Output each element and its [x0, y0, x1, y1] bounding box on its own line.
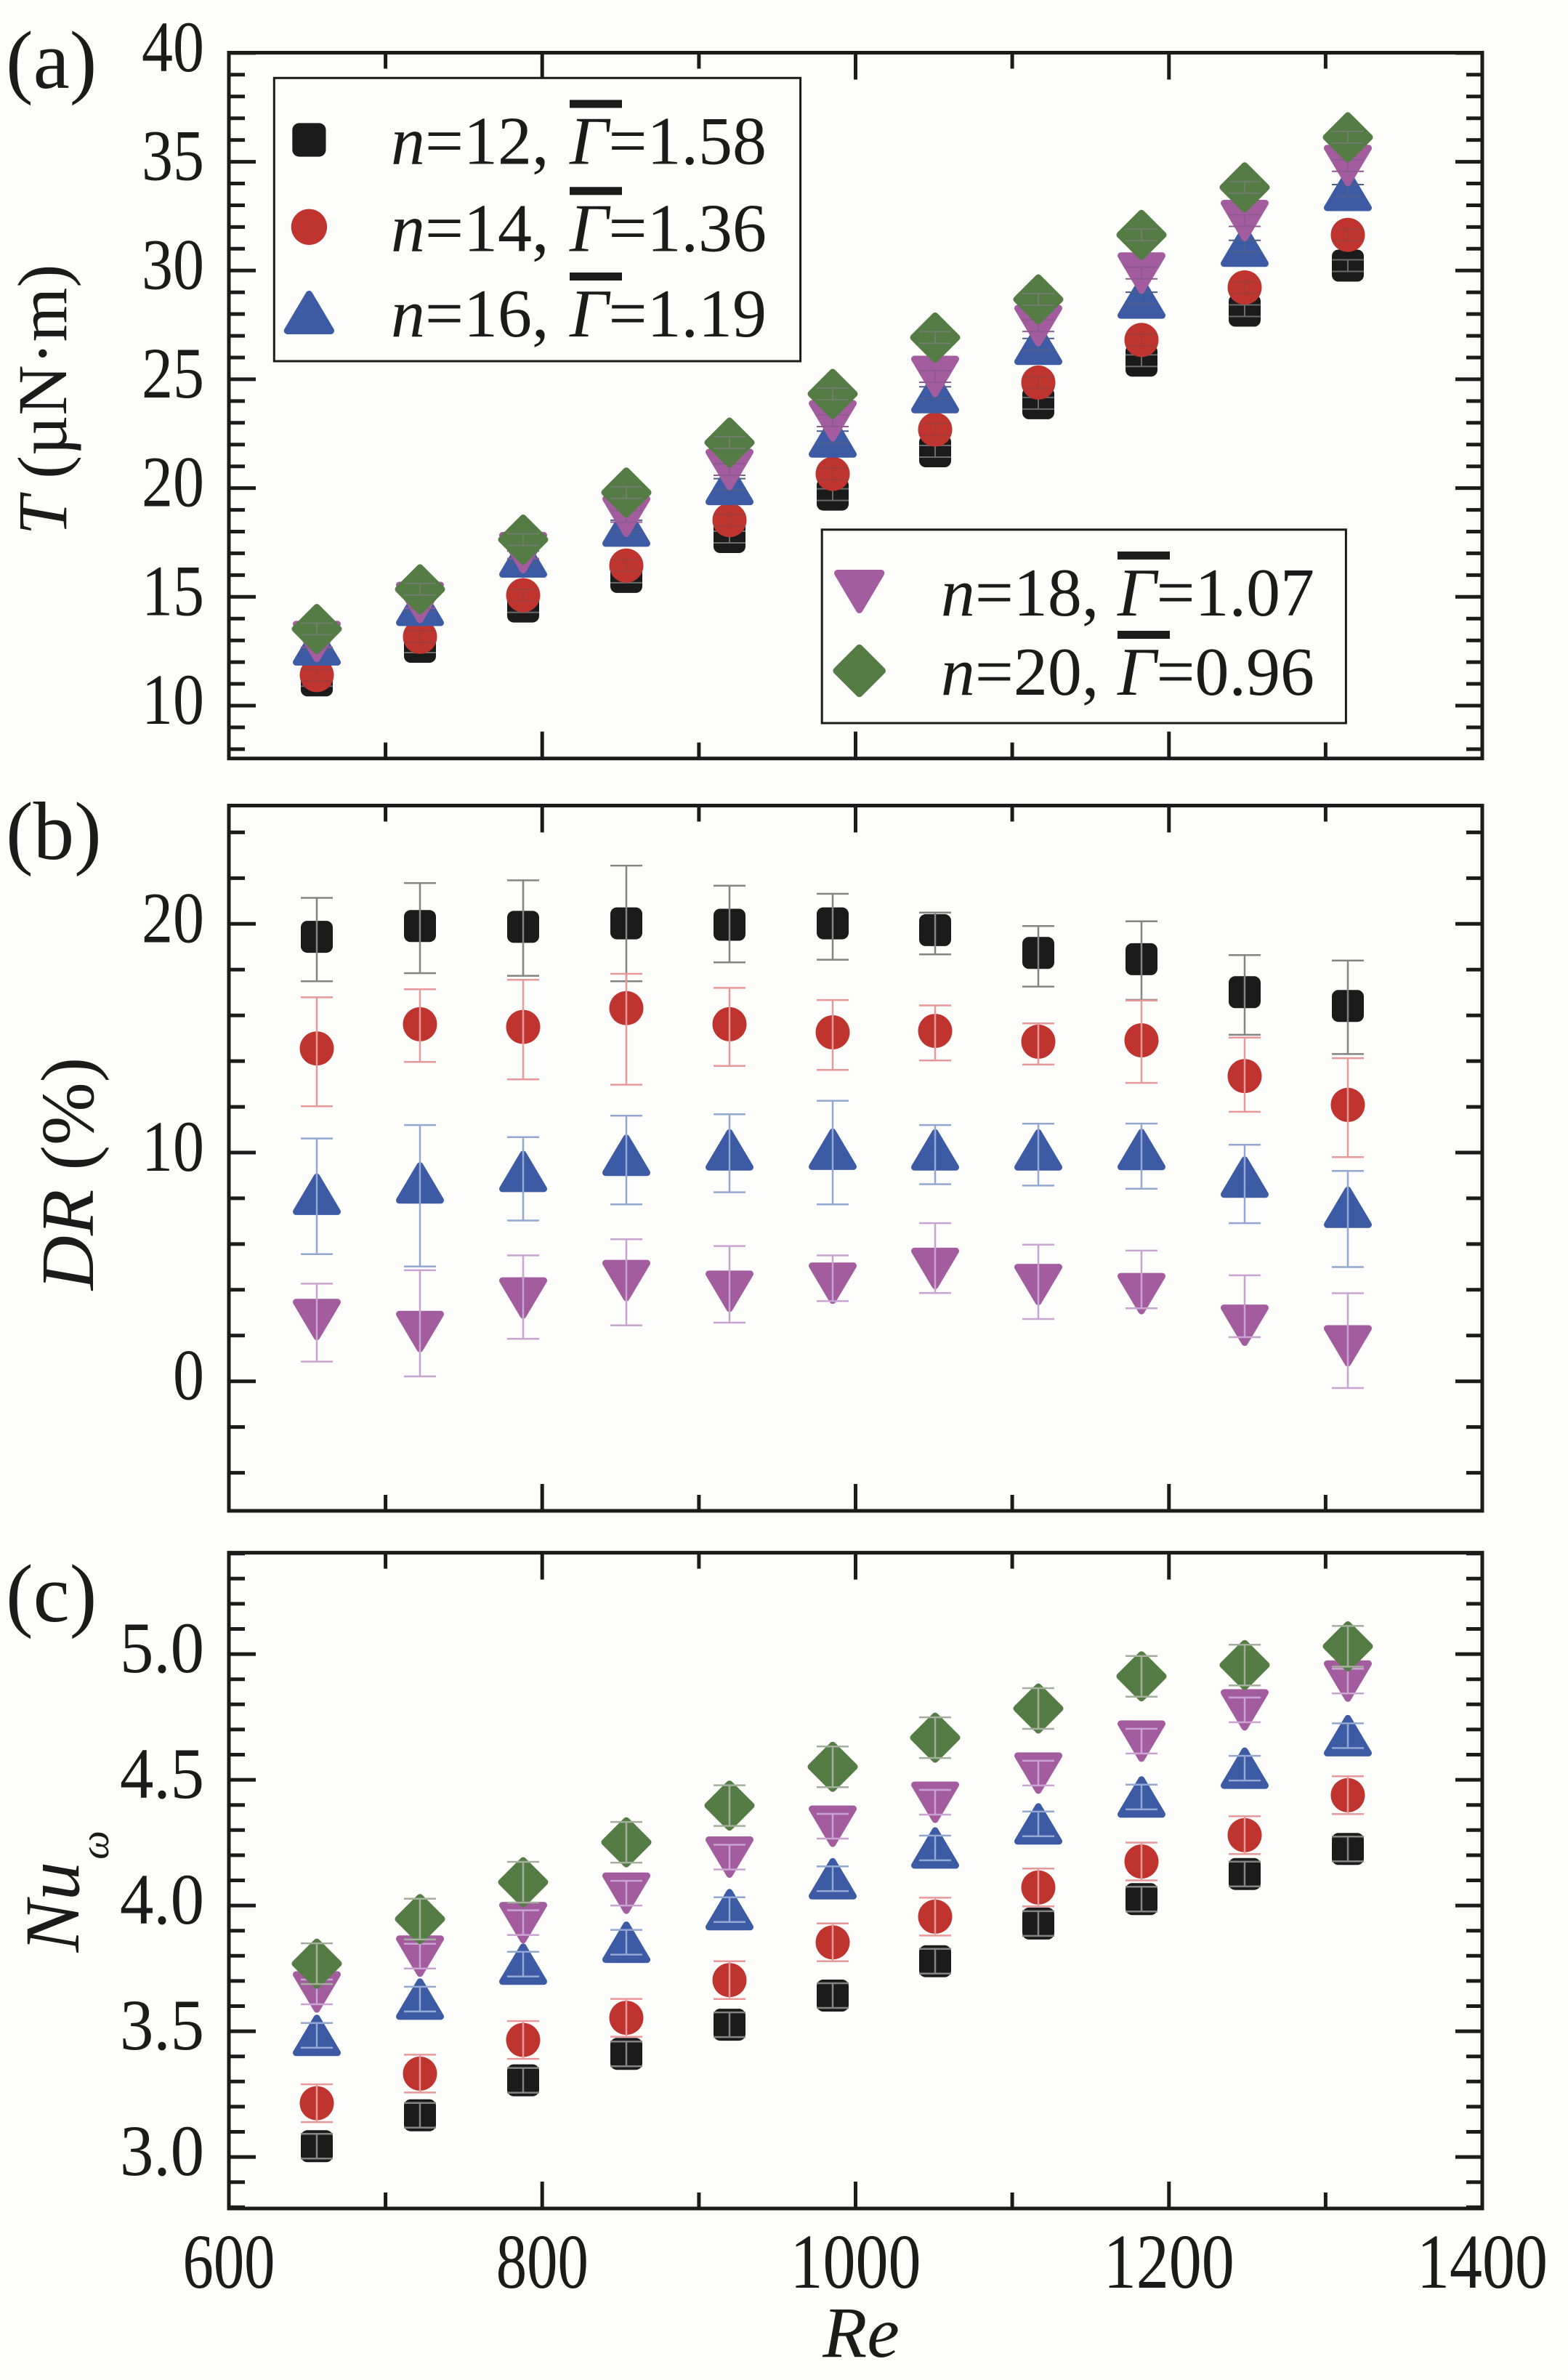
- svg-text:0: 0: [173, 1335, 204, 1416]
- svg-text:4.5: 4.5: [120, 1733, 204, 1814]
- svg-text:(a): (a): [6, 15, 97, 106]
- svg-text:Γ=1.58: Γ=1.58: [569, 104, 767, 179]
- svg-text:30: 30: [142, 224, 204, 304]
- svg-text:40: 40: [142, 7, 204, 87]
- svg-text:n=16,: n=16,: [391, 276, 549, 352]
- svg-text:10: 10: [142, 659, 204, 740]
- svg-text:3.5: 3.5: [120, 1985, 204, 2065]
- svg-text:n=20,: n=20,: [941, 634, 1099, 710]
- svg-text:1200: 1200: [1104, 2219, 1234, 2305]
- svg-text:Γ=1.07: Γ=1.07: [1117, 555, 1314, 631]
- svg-text:1400: 1400: [1417, 2219, 1548, 2305]
- svg-text:5.0: 5.0: [120, 1607, 204, 1688]
- svg-text:20: 20: [142, 877, 204, 958]
- svg-text:Re: Re: [822, 2292, 899, 2373]
- svg-text:Nu: Nu: [10, 1862, 96, 1953]
- svg-text:n=18,: n=18,: [941, 555, 1099, 631]
- svg-text:10: 10: [142, 1106, 204, 1187]
- svg-text:800: 800: [496, 2219, 589, 2305]
- svg-text:n=12,: n=12,: [391, 104, 549, 179]
- svg-text:Γ=0.96: Γ=0.96: [1117, 634, 1314, 710]
- svg-text:4.0: 4.0: [120, 1859, 204, 1940]
- svg-text:ω: ω: [73, 1831, 118, 1860]
- svg-text:25: 25: [142, 333, 204, 414]
- svg-text:(c): (c): [6, 1549, 97, 1639]
- svg-text:3.0: 3.0: [120, 2110, 204, 2191]
- svg-text:1000: 1000: [791, 2219, 921, 2305]
- svg-text:DR (%): DR (%): [26, 1057, 110, 1292]
- svg-text:600: 600: [183, 2219, 275, 2305]
- svg-text:T (µN·m): T (µN·m): [4, 265, 81, 536]
- svg-text:n=14,: n=14,: [391, 190, 549, 266]
- svg-text:35: 35: [142, 116, 204, 196]
- svg-text:Γ=1.19: Γ=1.19: [569, 276, 767, 352]
- svg-text:(b): (b): [6, 786, 102, 877]
- svg-text:Γ=1.36: Γ=1.36: [569, 190, 767, 266]
- svg-text:15: 15: [142, 550, 204, 631]
- svg-text:20: 20: [142, 442, 204, 523]
